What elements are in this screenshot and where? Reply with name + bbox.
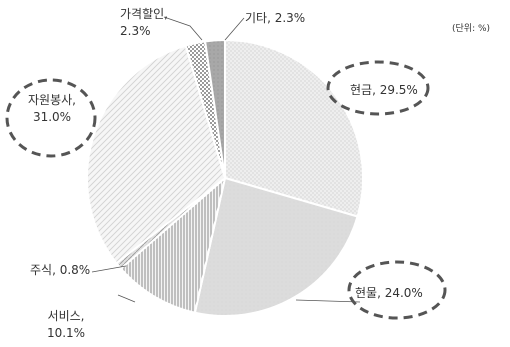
slice-volunteer <box>86 44 227 265</box>
highlight-ellipse <box>326 60 430 116</box>
slice-goods <box>193 176 359 317</box>
highlight-ellipse <box>347 260 447 320</box>
leader-line-service <box>117 294 136 303</box>
leader-line-other <box>224 17 245 41</box>
label-service: 서비스, 10.1% <box>47 309 85 340</box>
label-cash: 현금, 29.5% <box>350 83 418 97</box>
leader-line-stock <box>91 265 127 273</box>
slice-cash <box>224 38 364 218</box>
slice-service <box>119 175 227 314</box>
label-goods: 현물, 24.0% <box>355 286 423 300</box>
label-other: 기타, 2.3% <box>245 11 305 25</box>
highlight-ellipse <box>5 78 97 158</box>
label-volunteer: 자원봉사, 31.0% <box>28 93 76 124</box>
leader-line-goods <box>295 299 361 303</box>
label-stock: 주식, 0.8% <box>30 263 90 277</box>
slice-other <box>203 38 226 179</box>
leader-line-discount <box>163 16 203 41</box>
unit-label: (단위: %) <box>452 23 490 34</box>
label-discount: 가격할인, 2.3% <box>120 7 168 38</box>
